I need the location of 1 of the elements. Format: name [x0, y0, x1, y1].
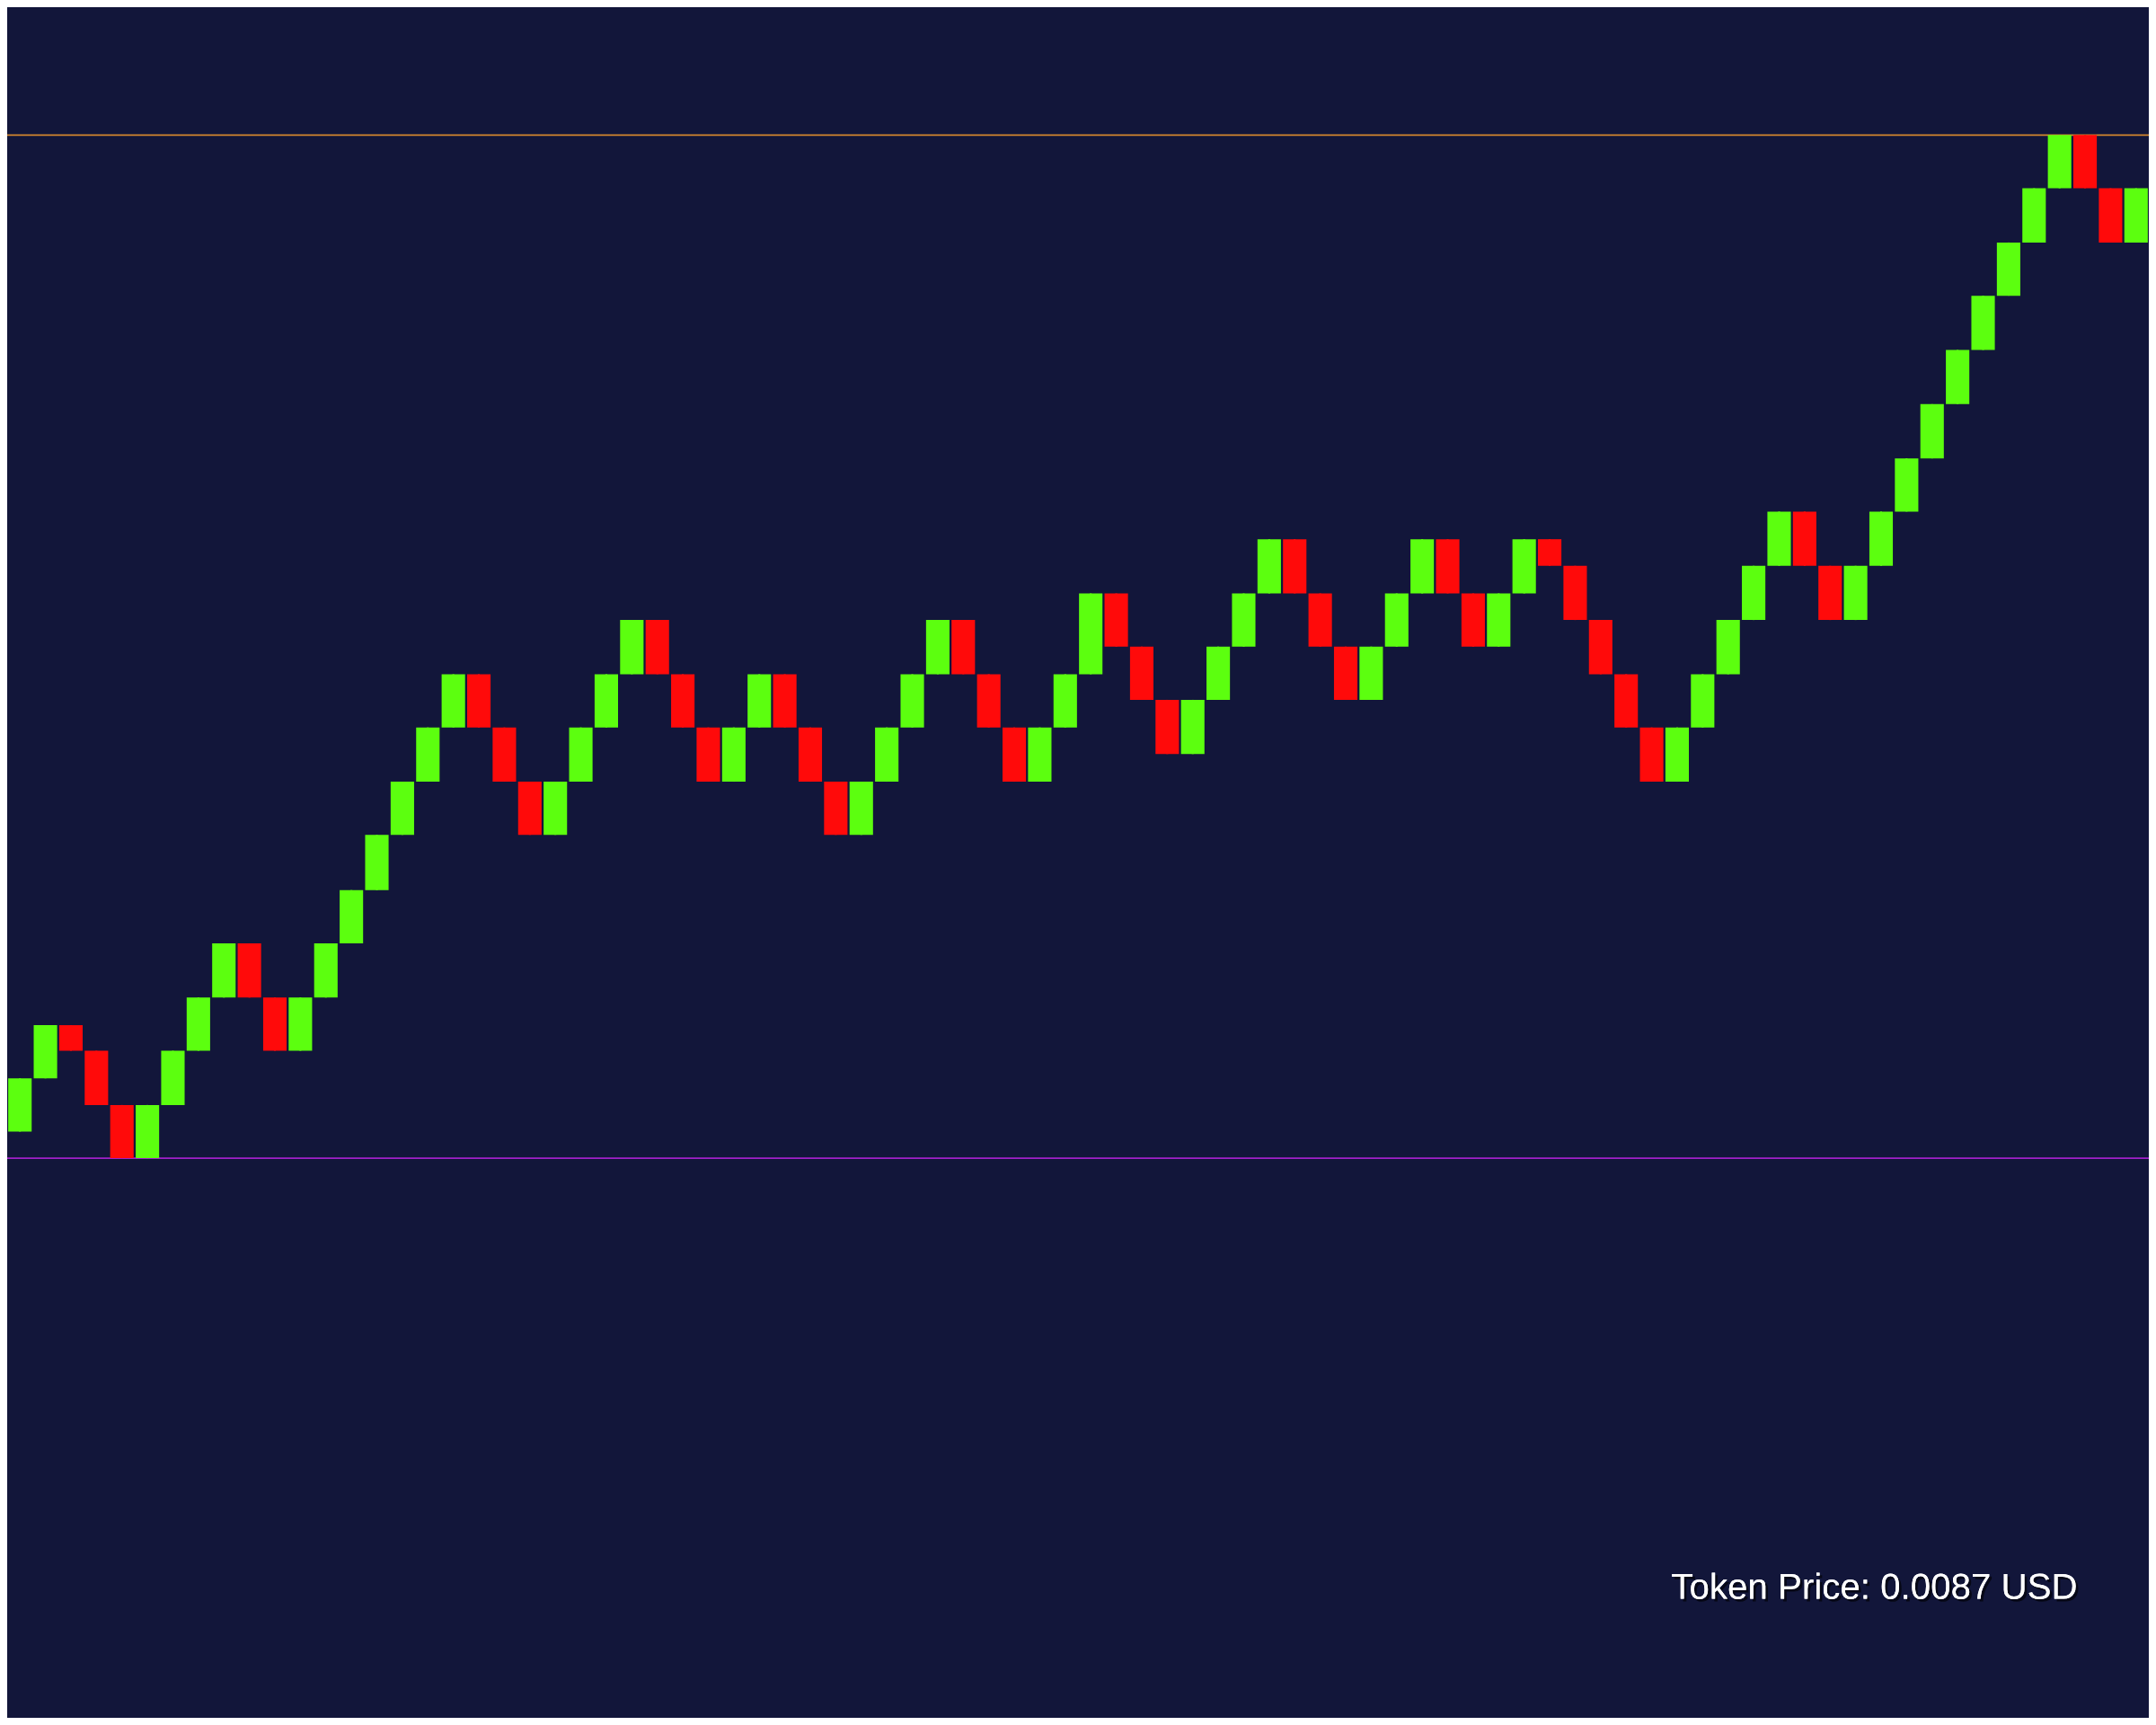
- text: Token Price: 0.0087 USD: [1672, 1572, 2079, 1602]
